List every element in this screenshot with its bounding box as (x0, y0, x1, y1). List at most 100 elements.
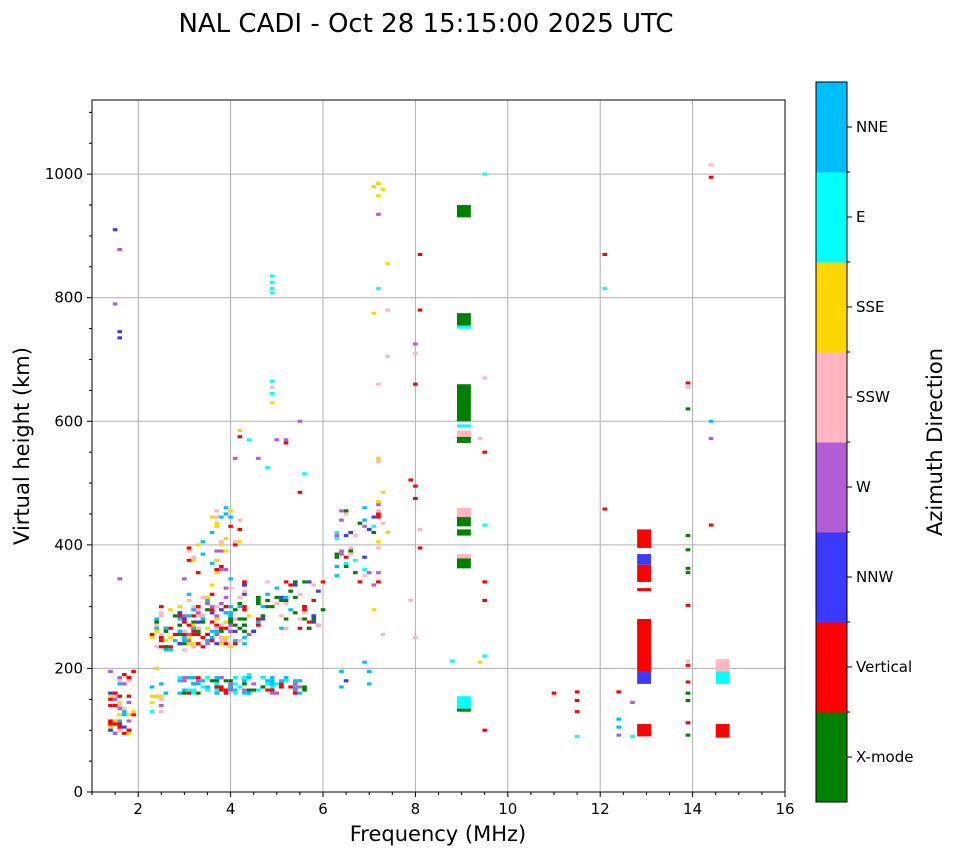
echo-point (292, 595, 298, 599)
echo-point (186, 558, 192, 562)
echo-point (112, 694, 118, 698)
echo-point (209, 620, 215, 624)
echo-point (316, 589, 321, 593)
echo-point (456, 205, 471, 218)
echo-point (602, 286, 608, 290)
echo-point (191, 632, 196, 636)
echo-point (371, 530, 377, 535)
echo-point (551, 691, 557, 695)
echo-point (205, 595, 210, 599)
echo-point (348, 530, 354, 535)
echo-point (182, 688, 187, 692)
echo-point (232, 456, 238, 460)
echo-point (158, 710, 164, 714)
echo-point (228, 685, 233, 689)
echo-point (456, 554, 471, 559)
echo-point (191, 614, 196, 618)
echo-point (232, 682, 238, 686)
echo-point (182, 632, 187, 636)
echo-point (158, 645, 164, 649)
echo-point (456, 384, 471, 422)
echo-point (302, 580, 307, 584)
echo-point (237, 435, 243, 439)
echo-point (177, 614, 183, 618)
echo-point (343, 534, 349, 538)
echo-point (195, 611, 201, 615)
colorbar-label: Azimuth Direction (923, 348, 947, 536)
echo-point (149, 700, 155, 704)
echo-point (149, 632, 155, 636)
echo-point (177, 623, 183, 627)
echo-point (186, 691, 192, 695)
echo-point (149, 710, 155, 714)
echo-point (214, 515, 220, 519)
echo-point (708, 163, 714, 167)
echo-point (205, 602, 210, 606)
echo-point (223, 611, 229, 615)
echo-point (251, 629, 257, 633)
echo-point (205, 688, 210, 692)
echo-point (177, 679, 183, 683)
echo-point (353, 571, 358, 575)
echo-point (302, 472, 307, 476)
echo-point (112, 722, 118, 726)
echo-point (209, 530, 215, 535)
echo-point (223, 537, 229, 541)
echo-point (117, 330, 123, 334)
echo-point (112, 697, 118, 701)
colorbar-segment (816, 82, 847, 173)
y-axis-ticks: 0 200 400 600 800 1000 (45, 111, 92, 801)
echo-point (191, 626, 196, 630)
echo-point (283, 441, 289, 445)
echo-point (228, 679, 233, 683)
echo-point (200, 617, 206, 621)
echo-point (186, 549, 192, 553)
colorbar-frame (815, 81, 848, 803)
echo-point (232, 623, 238, 627)
echo-point (302, 608, 307, 612)
echo-point (186, 592, 192, 596)
echo-point (205, 598, 210, 603)
echo-point (353, 534, 358, 538)
echo-point (195, 691, 201, 695)
echo-point (269, 401, 275, 405)
echo-point (685, 680, 691, 684)
echo-point (685, 691, 691, 695)
echo-point (339, 669, 344, 674)
echo-point (205, 642, 210, 646)
echo-point (122, 682, 127, 686)
echo-point (362, 660, 367, 664)
echo-point (269, 379, 275, 383)
echo-point (182, 617, 187, 621)
y-tick-label: 1000 (45, 165, 83, 183)
echo-point (177, 642, 183, 646)
echo-point (292, 580, 298, 584)
colorbar-segment (816, 442, 847, 533)
echo-point (246, 632, 252, 636)
echo-point (214, 682, 220, 686)
echo-point (339, 518, 344, 522)
echo-point (219, 629, 224, 633)
echo-point (223, 595, 229, 599)
echo-point (214, 509, 220, 513)
echo-point (214, 632, 220, 636)
echo-point (366, 669, 372, 674)
echo-point (214, 605, 220, 609)
echo-point (214, 558, 220, 562)
echo-point (242, 688, 247, 692)
echo-point (376, 503, 381, 507)
echo-point (242, 580, 247, 584)
echo-point (232, 543, 238, 547)
echo-point (343, 679, 349, 683)
echo-point (292, 691, 298, 695)
echo-point (288, 583, 293, 587)
echo-point (177, 617, 183, 621)
echo-point (574, 690, 580, 694)
echo-point (292, 688, 298, 692)
echo-point (228, 605, 233, 609)
echo-point (232, 629, 238, 633)
echo-point (214, 617, 220, 621)
echo-point (214, 685, 220, 689)
echo-point (413, 351, 418, 355)
